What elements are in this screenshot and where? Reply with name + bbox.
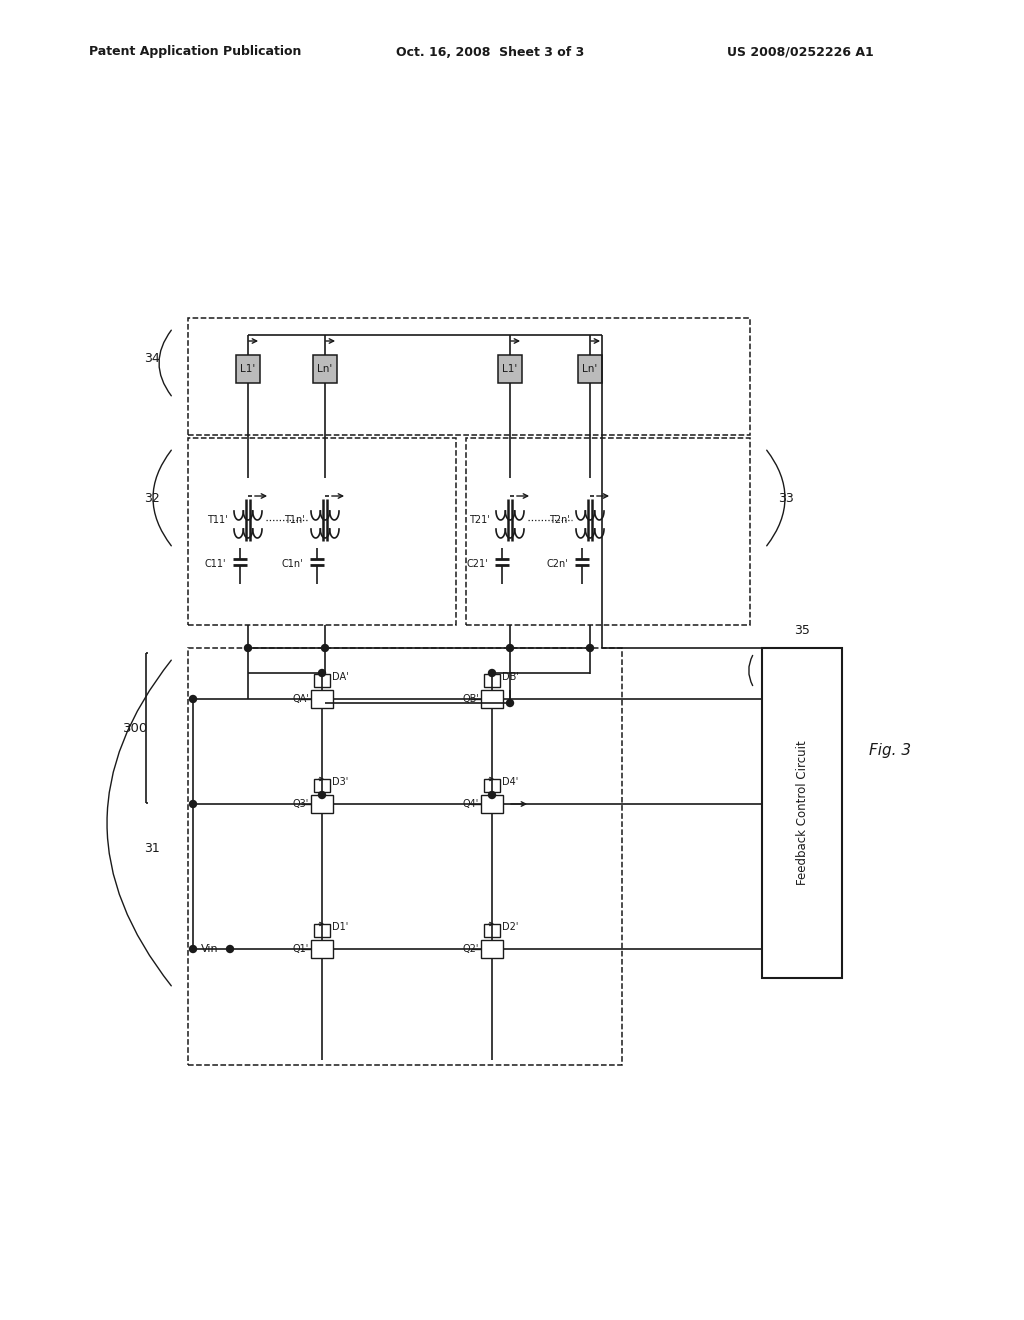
Bar (314, 924, 330, 937)
Bar (481, 795, 503, 813)
Bar (484, 924, 500, 937)
Text: Q4': Q4' (463, 799, 479, 809)
Circle shape (189, 696, 197, 702)
Bar (313, 355, 337, 383)
Bar (188, 318, 750, 436)
Text: Q3': Q3' (293, 799, 309, 809)
Text: Patent Application Publication: Patent Application Publication (89, 45, 301, 58)
Text: 34: 34 (144, 351, 160, 364)
Circle shape (318, 792, 326, 799)
Text: 31: 31 (144, 842, 160, 854)
Text: T21': T21' (469, 515, 490, 525)
Text: Feedback Control Circuit: Feedback Control Circuit (796, 741, 809, 886)
Text: Q2': Q2' (463, 944, 479, 954)
Bar (481, 940, 503, 958)
Bar (311, 690, 333, 708)
Bar (188, 438, 456, 624)
Text: C21': C21' (466, 558, 488, 569)
Text: C2n': C2n' (546, 558, 568, 569)
Text: US 2008/0252226 A1: US 2008/0252226 A1 (727, 45, 873, 58)
Circle shape (507, 700, 513, 706)
Bar (311, 940, 333, 958)
Circle shape (587, 644, 594, 652)
Bar (466, 438, 750, 624)
Text: QB': QB' (462, 694, 479, 704)
Circle shape (488, 669, 496, 676)
Bar (311, 795, 333, 813)
Bar (188, 648, 622, 1065)
Text: L1': L1' (503, 364, 517, 374)
Circle shape (488, 792, 496, 799)
Text: Vin: Vin (201, 944, 219, 954)
Circle shape (189, 800, 197, 808)
Bar (481, 690, 503, 708)
Text: 32: 32 (144, 491, 160, 504)
Circle shape (318, 669, 326, 676)
Circle shape (189, 945, 197, 953)
Text: QA': QA' (292, 694, 309, 704)
Bar (484, 779, 500, 792)
Text: Oct. 16, 2008  Sheet 3 of 3: Oct. 16, 2008 Sheet 3 of 3 (396, 45, 584, 58)
Text: T11': T11' (208, 515, 228, 525)
Text: L1': L1' (241, 364, 256, 374)
Text: 35: 35 (794, 623, 810, 636)
Circle shape (322, 644, 329, 652)
Text: DB': DB' (502, 672, 519, 682)
Text: D2': D2' (502, 921, 518, 932)
Bar (314, 779, 330, 792)
Text: D3': D3' (332, 777, 348, 787)
Text: Q1': Q1' (293, 944, 309, 954)
Text: 300: 300 (123, 722, 148, 734)
Text: Ln': Ln' (583, 364, 598, 374)
Bar (484, 675, 500, 686)
Bar (578, 355, 602, 383)
Text: D1': D1' (332, 921, 348, 932)
Text: Ln': Ln' (317, 364, 333, 374)
Bar (762, 648, 842, 978)
Bar (236, 355, 260, 383)
Text: D4': D4' (502, 777, 518, 787)
Circle shape (245, 644, 252, 652)
Text: T2n': T2n' (549, 515, 570, 525)
Bar (314, 675, 330, 686)
Text: T1n': T1n' (285, 515, 305, 525)
Text: DA': DA' (332, 672, 348, 682)
Text: C1n': C1n' (282, 558, 303, 569)
Text: Fig. 3: Fig. 3 (869, 742, 911, 758)
Circle shape (507, 644, 513, 652)
Bar (498, 355, 522, 383)
Text: C11': C11' (205, 558, 226, 569)
Text: 33: 33 (778, 491, 794, 504)
Circle shape (226, 945, 233, 953)
